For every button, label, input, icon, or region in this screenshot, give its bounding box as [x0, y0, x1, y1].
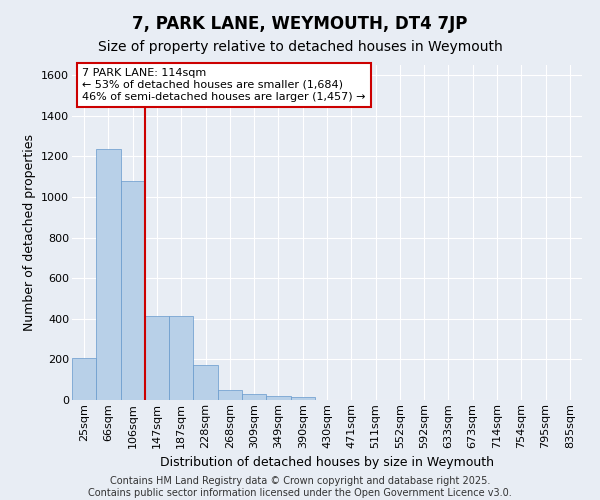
Text: 7 PARK LANE: 114sqm
← 53% of detached houses are smaller (1,684)
46% of semi-det: 7 PARK LANE: 114sqm ← 53% of detached ho… [82, 68, 366, 102]
Y-axis label: Number of detached properties: Number of detached properties [23, 134, 35, 331]
Bar [218, 390, 242, 400]
Bar [169, 316, 193, 400]
Text: 7, PARK LANE, WEYMOUTH, DT4 7JP: 7, PARK LANE, WEYMOUTH, DT4 7JP [133, 15, 467, 33]
Bar [96, 150, 121, 400]
Bar [242, 394, 266, 400]
Bar [266, 396, 290, 400]
Bar [121, 180, 145, 400]
Bar [193, 366, 218, 400]
Bar [72, 358, 96, 400]
Text: Contains HM Land Registry data © Crown copyright and database right 2025.
Contai: Contains HM Land Registry data © Crown c… [88, 476, 512, 498]
Text: Size of property relative to detached houses in Weymouth: Size of property relative to detached ho… [98, 40, 502, 54]
Bar [145, 316, 169, 400]
Bar [290, 397, 315, 400]
X-axis label: Distribution of detached houses by size in Weymouth: Distribution of detached houses by size … [160, 456, 494, 469]
